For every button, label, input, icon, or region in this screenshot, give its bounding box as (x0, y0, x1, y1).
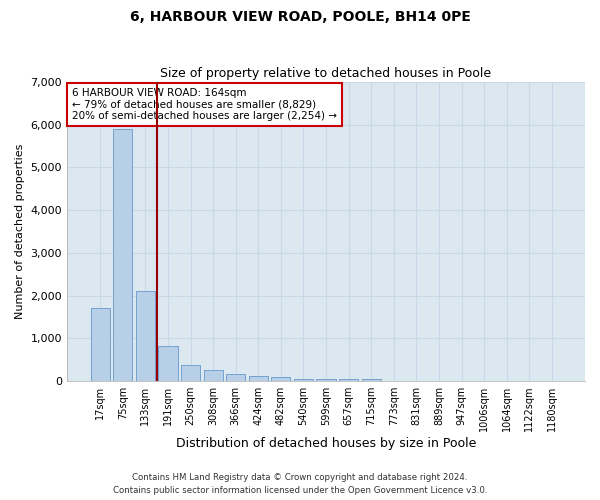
Bar (203, 370, 223, 381)
Bar (113, 129, 133, 381)
Text: 6, HARBOUR VIEW ROAD, POOLE, BH14 0PE: 6, HARBOUR VIEW ROAD, POOLE, BH14 0PE (130, 10, 470, 24)
Bar (294, 378, 313, 381)
Bar (339, 379, 358, 381)
Text: Contains HM Land Registry data © Crown copyright and database right 2024.
Contai: Contains HM Land Registry data © Crown c… (113, 474, 487, 495)
Bar (91, 308, 110, 381)
Bar (226, 374, 245, 381)
Bar (158, 346, 178, 381)
Bar (248, 376, 268, 381)
Bar (362, 379, 381, 381)
X-axis label: Distribution of detached houses by size in Poole: Distribution of detached houses by size … (176, 437, 476, 450)
Text: 6 HARBOUR VIEW ROAD: 164sqm
← 79% of detached houses are smaller (8,829)
20% of : 6 HARBOUR VIEW ROAD: 164sqm ← 79% of det… (72, 88, 337, 121)
Bar (316, 379, 335, 381)
Bar (271, 378, 290, 381)
Title: Size of property relative to detached houses in Poole: Size of property relative to detached ho… (160, 66, 491, 80)
Y-axis label: Number of detached properties: Number of detached properties (15, 144, 25, 320)
Bar (181, 365, 200, 381)
Bar (136, 292, 155, 381)
